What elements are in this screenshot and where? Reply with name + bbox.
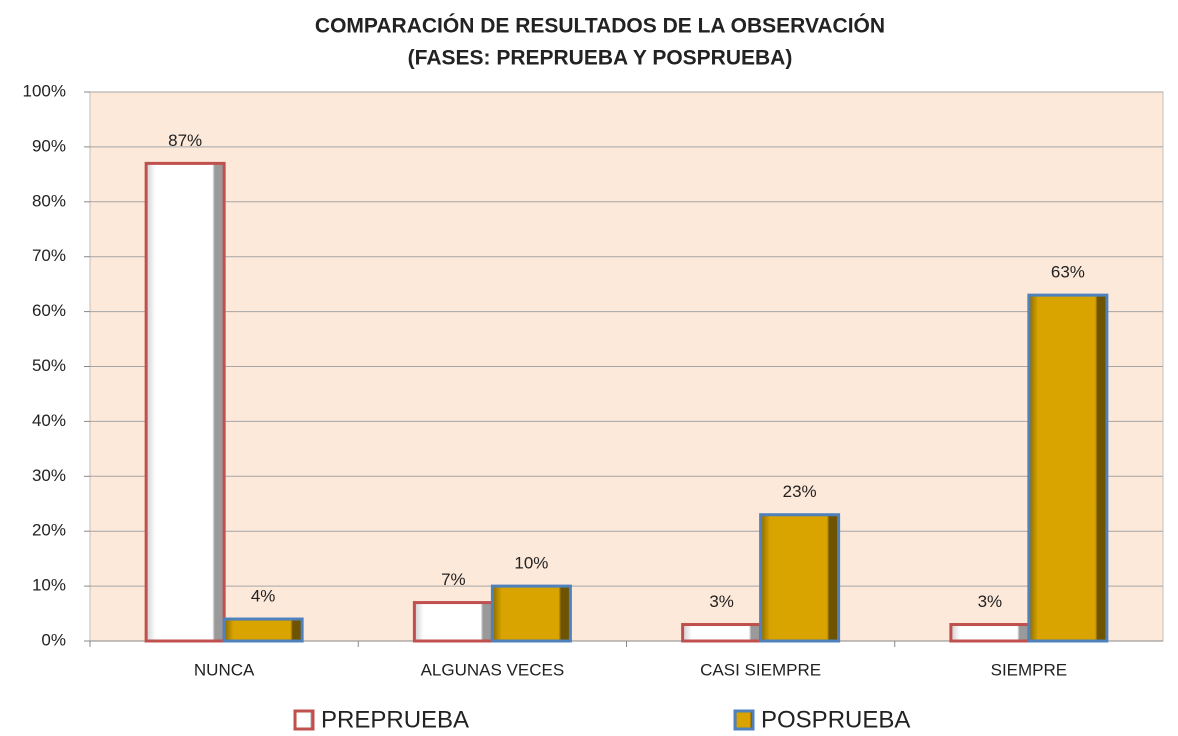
value-label: 7% [441,570,466,589]
value-label: 3% [709,592,734,611]
y-tick-label: 20% [32,521,66,540]
y-tick-label: 50% [32,356,66,375]
x-tick-label: ALGUNAS VECES [421,660,565,679]
value-label: 4% [251,587,276,606]
chart-title: COMPARACIÓN DE RESULTADOS DE LA OBSERVAC… [315,14,885,38]
y-tick-label: 60% [32,301,66,320]
y-tick-label: 100% [23,81,66,100]
y-tick-label: 70% [32,246,66,265]
value-label: 3% [978,592,1003,611]
x-tick-label: NUNCA [194,660,255,679]
value-label: 63% [1051,263,1085,282]
y-tick-label: 90% [32,136,66,155]
legend-swatch [733,709,755,731]
y-tick-label: 0% [41,630,66,649]
bar [949,623,1031,643]
y-tick-label: 10% [32,576,66,595]
legend-label: POSPRUEBA [761,706,910,733]
bar [759,513,841,643]
bar [412,601,494,643]
legend-swatch [293,709,315,731]
bar [144,161,226,643]
value-label: 87% [168,131,202,150]
y-tick-label: 80% [32,191,66,210]
bar [1027,293,1109,643]
x-tick-label: CASI SIEMPRE [700,660,821,679]
bar [681,623,763,643]
value-label: 10% [514,554,548,573]
bar [490,584,572,643]
legend-label: PREPRUEBA [321,706,469,733]
y-tick-label: 30% [32,466,66,485]
bar [222,617,304,643]
value-label: 23% [783,482,817,501]
y-tick-label: 40% [32,411,66,430]
x-tick-label: SIEMPRE [991,660,1068,679]
chart-subtitle: (FASES: PREPRUEBA Y POSPRUEBA) [408,47,793,70]
